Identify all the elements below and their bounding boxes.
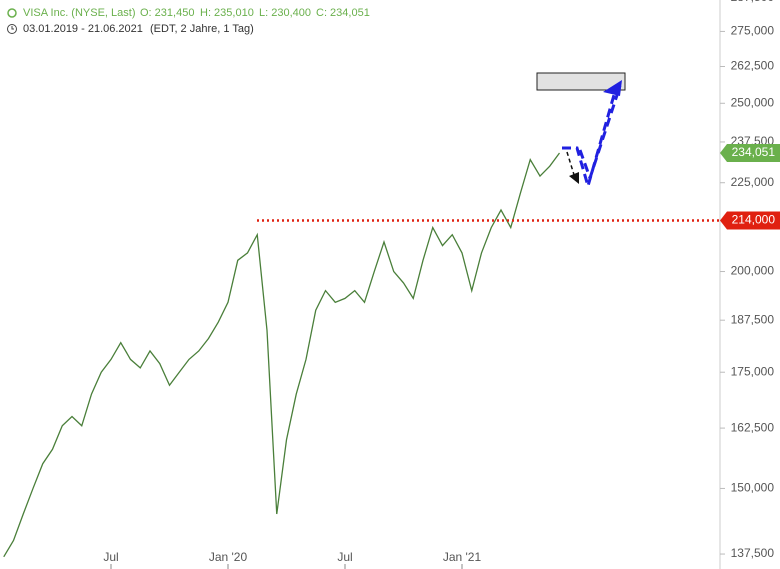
y-tick-label: 187,500 [731, 312, 775, 326]
last-label: 234,051 [732, 145, 776, 159]
y-tick-label: 162,500 [731, 420, 775, 434]
low: L: 230,400 [259, 7, 311, 19]
y-tick-label: 250,000 [731, 95, 775, 109]
high: H: 235,010 [200, 7, 254, 19]
last-tag [720, 143, 780, 162]
y-tick-label: 200,000 [731, 264, 775, 278]
clock-icon [7, 24, 17, 34]
blue-arrowhead [603, 80, 622, 96]
black-arrow [566, 151, 576, 179]
black-arrowhead [569, 172, 579, 184]
target-box [536, 72, 626, 91]
y-tick-label: 287,500 [731, 0, 775, 4]
y-tick-label: 150,000 [731, 481, 775, 495]
annotations [536, 72, 626, 192]
y-tick-label: 262,500 [731, 59, 775, 73]
blue-path [562, 87, 618, 192]
x-tick-label: Jul [103, 550, 118, 564]
info: (EDT, 2 Jahre, 1 Tag) [150, 23, 254, 35]
x-tick-label: Jan '21 [443, 550, 482, 564]
y-tick-label: 275,000 [731, 24, 775, 38]
close: C: 234,051 [316, 7, 370, 19]
x-tick-label: Jul [337, 550, 352, 564]
y-tick-label: 137,500 [731, 546, 775, 560]
range: 03.01.2019 - 21.06.2021 [23, 23, 143, 35]
symbol: VISA Inc. (NYSE, Last) [23, 7, 136, 19]
blue-path-2 [578, 85, 622, 183]
plot [3, 152, 561, 558]
price-line [3, 152, 561, 558]
level-tag [720, 211, 780, 230]
x-tick-label: Jan '20 [209, 550, 248, 564]
y-tick-label: 225,000 [731, 175, 775, 189]
level-label: 214,000 [732, 213, 776, 227]
header: VISA Inc. (NYSE, Last) O: 231,450 H: 235… [7, 7, 370, 35]
y-tick-label: 175,000 [731, 364, 775, 378]
symbol-icon [7, 8, 17, 18]
clock-hands [11, 26, 14, 30]
open: O: 231,450 [140, 7, 194, 19]
